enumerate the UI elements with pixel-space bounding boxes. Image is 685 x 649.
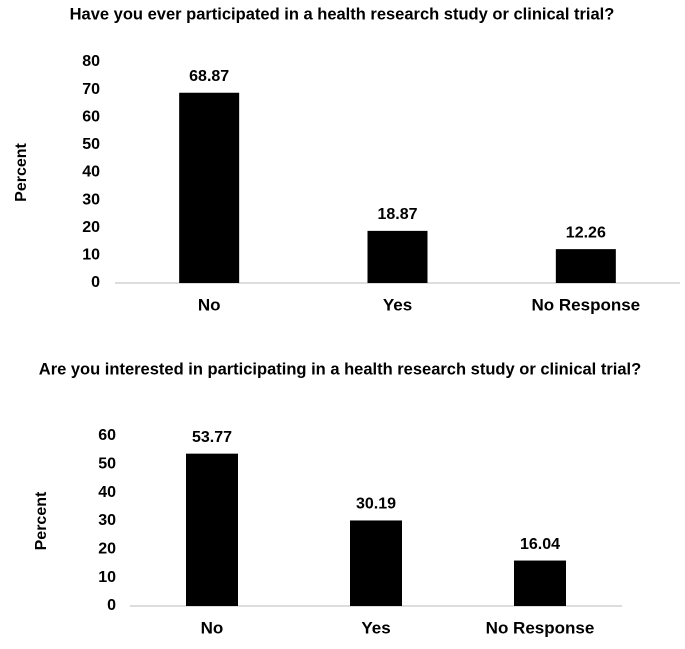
x-tick-label: No	[201, 618, 224, 637]
y-tick-label: 20	[98, 541, 116, 558]
bar	[367, 230, 428, 283]
y-tick-label: 20	[82, 219, 100, 236]
y-tick-label: 60	[82, 108, 100, 125]
x-tick-label: Yes	[383, 295, 412, 314]
bar	[350, 520, 402, 606]
value-label: 16.04	[520, 536, 560, 553]
value-label: 12.26	[566, 224, 606, 241]
y-tick-label: 30	[98, 512, 116, 529]
value-label: 18.87	[377, 206, 417, 223]
y-tick-label: 40	[98, 484, 116, 501]
bar	[555, 249, 616, 283]
y-tick-label: 50	[98, 456, 116, 473]
y-axis-label: Percent	[33, 491, 50, 550]
x-tick-label: No	[198, 295, 221, 314]
y-tick-label: 10	[82, 247, 100, 264]
y-tick-label: 30	[82, 191, 100, 208]
y-tick-label: 80	[82, 53, 100, 70]
y-tick-label: 0	[107, 597, 116, 614]
y-tick-label: 70	[82, 81, 100, 98]
x-tick-label: Yes	[361, 618, 390, 637]
y-axis-label: Percent	[13, 142, 30, 201]
chart-title: Are you interested in participating in a…	[39, 360, 641, 378]
y-tick-label: 40	[82, 164, 100, 181]
bar	[186, 453, 238, 606]
x-tick-label: No Response	[532, 295, 641, 314]
value-label: 30.19	[356, 496, 396, 513]
bar	[179, 92, 240, 283]
y-tick-label: 10	[98, 569, 116, 586]
y-tick-label: 60	[98, 427, 116, 444]
y-tick-label: 50	[82, 136, 100, 153]
x-tick-label: No Response	[486, 618, 595, 637]
y-tick-label: 0	[91, 274, 100, 291]
chart-title: Have you ever participated in a health r…	[70, 5, 615, 23]
value-label: 53.77	[192, 429, 232, 446]
bar	[514, 560, 566, 606]
value-label: 68.87	[189, 68, 229, 85]
